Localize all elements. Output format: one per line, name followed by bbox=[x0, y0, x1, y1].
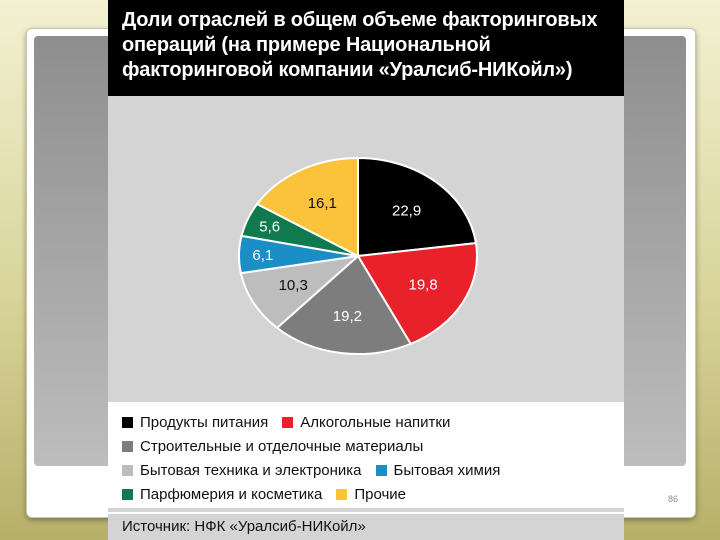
legend-item: Парфюмерия и косметика bbox=[122, 486, 322, 503]
legend-label: Алкогольные напитки bbox=[300, 413, 451, 431]
legend-row: Бытовая техника и электроника Бытовая хим… bbox=[122, 458, 610, 482]
pie-slices bbox=[238, 156, 478, 355]
slice-value-label: 19,8 bbox=[408, 277, 437, 294]
legend-swatch bbox=[375, 464, 387, 476]
legend-swatch bbox=[122, 464, 133, 476]
legend-swatch bbox=[282, 416, 294, 428]
legend-swatch bbox=[336, 488, 348, 500]
pie-slice bbox=[255, 156, 359, 258]
legend-item: Бытовая химия bbox=[375, 461, 501, 479]
chart-legend: Продукты питания Алкогольные напитки Строи… bbox=[108, 402, 624, 508]
pie-labels: 22,9 19,8 19,2 10,3 6,1 5,6 16,1 bbox=[252, 195, 437, 325]
legend-swatch bbox=[122, 488, 133, 500]
pie-slice bbox=[239, 254, 362, 330]
slice-value-label: 10,3 bbox=[279, 277, 308, 294]
chart-source: Источник: НФК «Уралсиб-НИКойл» bbox=[108, 512, 624, 540]
slice-value-label: 6,1 bbox=[252, 247, 273, 264]
legend-row: Строительные и отделочные материалы bbox=[122, 434, 610, 458]
legend-label: Строительные и отделочные материалы bbox=[140, 437, 424, 455]
chart-title-line-2: операций (на примере Национальной bbox=[122, 34, 491, 56]
legend-label: Бытовая химия bbox=[393, 461, 501, 479]
legend-label: Бытовая техника и электроника bbox=[140, 461, 362, 479]
pie-chart: 22,9 19,8 19,2 10,3 6,1 5,6 16,1 bbox=[238, 156, 478, 355]
legend-row: Продукты питания Алкогольные напитки bbox=[122, 410, 610, 434]
legend-item: Прочие bbox=[336, 486, 406, 503]
slice-value-label: 19,2 bbox=[333, 308, 362, 325]
legend-item: Бытовая техника и электроника bbox=[122, 462, 362, 479]
legend-row: Парфюмерия и косметика Прочие bbox=[122, 482, 610, 506]
slice-value-label: 22,9 bbox=[392, 202, 421, 219]
slice-value-label: 16,1 bbox=[308, 195, 337, 212]
chart-title-line-1: Доли отраслей в общем объеме факторингов… bbox=[122, 9, 598, 31]
pie-slice bbox=[275, 254, 413, 355]
chart-title-line-3: факторинговой компании «Уралсиб-НИКойл») bbox=[122, 59, 573, 81]
pie-slice bbox=[357, 156, 478, 258]
chart-title: Доли отраслей в общем объеме факторингов… bbox=[108, 0, 624, 96]
legend-item: Алкогольные напитки bbox=[282, 414, 450, 431]
legend-item: Строительные и отделочные материалы bbox=[122, 438, 423, 455]
legend-label: Прочие bbox=[354, 485, 407, 503]
legend-label: Парфюмерия и косметика bbox=[140, 485, 323, 503]
page-number: 86 bbox=[668, 494, 679, 504]
legend-swatch bbox=[122, 416, 133, 428]
pie-slice bbox=[356, 242, 478, 346]
legend-swatch bbox=[122, 440, 133, 452]
legend-item: Продукты питания bbox=[122, 414, 268, 431]
chart-figure: Доли отраслей в общем объеме факторингов… bbox=[108, 0, 624, 540]
slice-value-label: 5,6 bbox=[259, 219, 280, 236]
legend-label: Продукты питания bbox=[140, 413, 269, 431]
